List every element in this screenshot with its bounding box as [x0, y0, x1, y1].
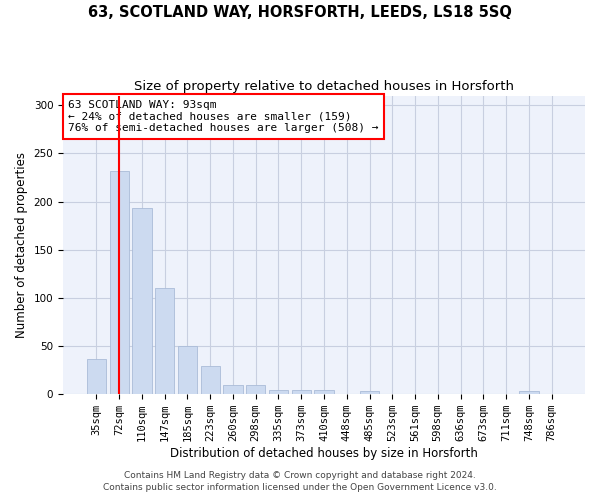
- Bar: [269, 390, 288, 394]
- Bar: [360, 392, 379, 394]
- Bar: [132, 208, 152, 394]
- Bar: [87, 358, 106, 394]
- Bar: [246, 384, 265, 394]
- Bar: [110, 170, 129, 394]
- Text: Contains HM Land Registry data © Crown copyright and database right 2024.
Contai: Contains HM Land Registry data © Crown c…: [103, 471, 497, 492]
- Bar: [200, 366, 220, 394]
- Bar: [155, 288, 175, 394]
- Text: 63 SCOTLAND WAY: 93sqm
← 24% of detached houses are smaller (159)
76% of semi-de: 63 SCOTLAND WAY: 93sqm ← 24% of detached…: [68, 100, 379, 133]
- Bar: [519, 392, 539, 394]
- Bar: [292, 390, 311, 394]
- Title: Size of property relative to detached houses in Horsforth: Size of property relative to detached ho…: [134, 80, 514, 93]
- Bar: [223, 384, 242, 394]
- Text: 63, SCOTLAND WAY, HORSFORTH, LEEDS, LS18 5SQ: 63, SCOTLAND WAY, HORSFORTH, LEEDS, LS18…: [88, 5, 512, 20]
- Bar: [314, 390, 334, 394]
- Y-axis label: Number of detached properties: Number of detached properties: [15, 152, 28, 338]
- Bar: [178, 346, 197, 394]
- X-axis label: Distribution of detached houses by size in Horsforth: Distribution of detached houses by size …: [170, 447, 478, 460]
